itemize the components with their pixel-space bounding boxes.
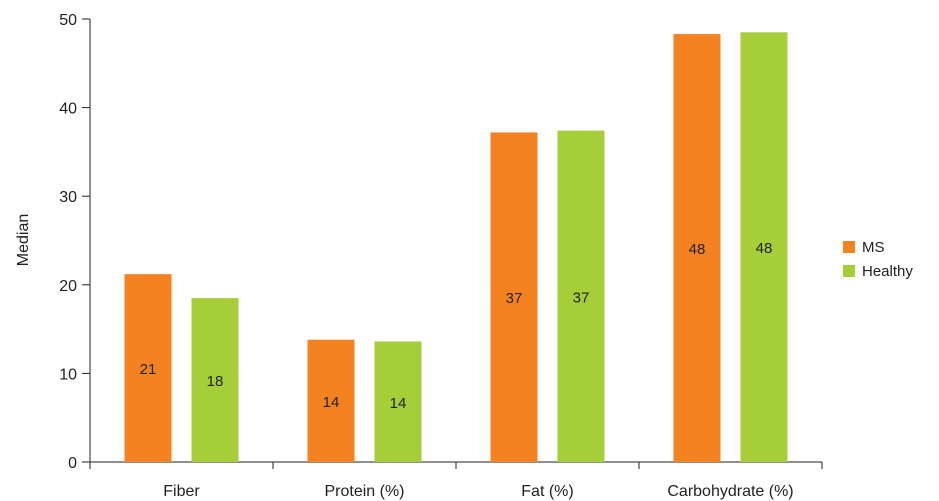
bar-data-label: 37 — [506, 290, 523, 307]
x-category-label: Fat (%) — [521, 483, 573, 500]
bar-ms — [124, 274, 172, 462]
x-category-label: Fiber — [163, 483, 200, 500]
bar-data-label: 48 — [756, 240, 773, 257]
y-tick-label: 0 — [68, 455, 77, 472]
y-axis: 0 10 20 30 40 50 — [59, 12, 91, 472]
bar-healthy — [557, 130, 605, 463]
bar-ms — [307, 339, 355, 462]
y-tick-label: 30 — [59, 189, 77, 206]
x-category-label: Protein (%) — [324, 483, 404, 500]
y-tick-label: 40 — [59, 101, 77, 118]
legend: MS Healthy — [843, 239, 913, 280]
bar-data-label: 21 — [140, 361, 157, 378]
legend-swatch — [843, 265, 855, 277]
bar-healthy — [374, 341, 422, 462]
bars-group: 21 18 14 14 37 37 48 48 — [124, 32, 788, 463]
bar-healthy — [740, 32, 788, 462]
bar-data-label: 37 — [573, 289, 590, 306]
y-tick-label: 10 — [59, 366, 77, 383]
bar-data-label: 14 — [390, 395, 407, 412]
y-tick-label: 50 — [59, 12, 77, 29]
y-axis-title: Median — [15, 214, 32, 266]
bar-data-label: 18 — [207, 373, 224, 390]
x-category-label: Carbohydrate (%) — [667, 483, 793, 500]
x-axis: Fiber Protein (%) Fat (%) Carbohydrate (%) — [89, 461, 823, 500]
y-tick-label: 20 — [59, 278, 77, 295]
bar-healthy — [191, 298, 239, 462]
bar-ms — [490, 132, 538, 462]
bar-ms — [673, 34, 721, 462]
legend-swatch — [843, 241, 855, 253]
legend-label: MS — [862, 239, 885, 256]
bar-data-label: 14 — [323, 394, 340, 411]
legend-label: Healthy — [862, 263, 913, 280]
bar-data-label: 48 — [689, 241, 706, 258]
